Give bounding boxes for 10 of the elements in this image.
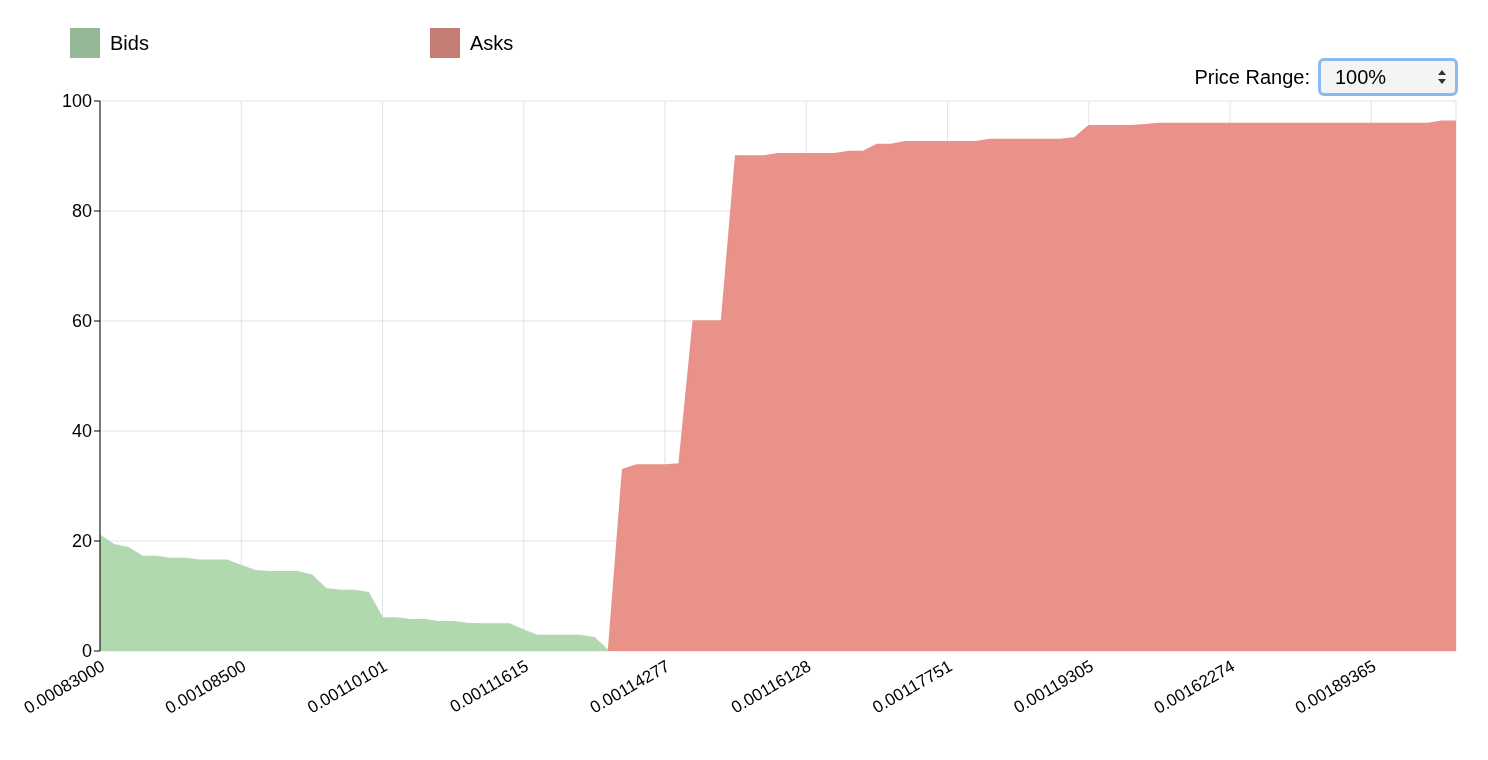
legend-label: Asks <box>470 31 514 55</box>
y-tick-label: 20 <box>71 531 92 552</box>
dropdown: 100% <box>1318 58 1458 96</box>
y-tick-label: 80 <box>71 201 92 222</box>
legend-label: Bids <box>110 31 149 55</box>
y-tick-label: 40 <box>71 421 92 442</box>
text: Price Range: <box>1194 65 1310 89</box>
y-tick-label: 100 <box>61 91 92 112</box>
y-tick-label: 60 <box>71 311 92 332</box>
y-tick-label: 0 <box>81 641 92 662</box>
